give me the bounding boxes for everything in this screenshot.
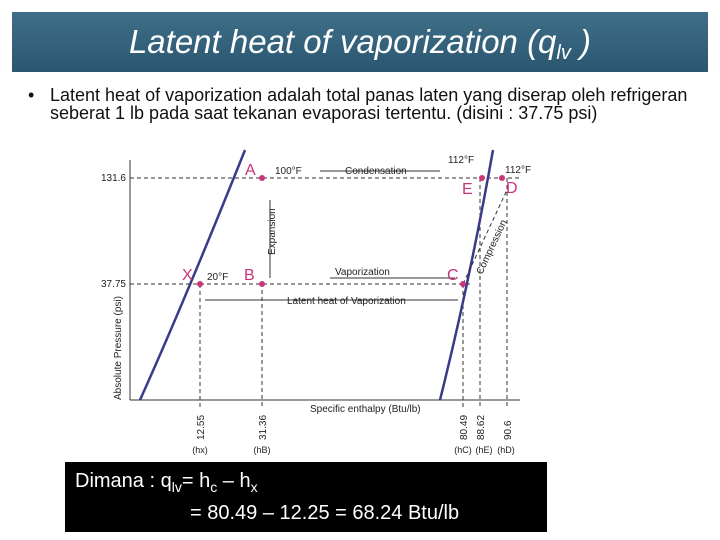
enthalpy-label: 80.49 [459,415,470,440]
point-label: D [506,180,518,197]
point [259,281,265,287]
annotation: 112°F [448,155,474,166]
enthalpy-symbol: (hD) [497,445,515,455]
bullet: • Latent heat of vaporization adalah tota… [28,86,698,122]
point [197,281,203,287]
pressure-label: 37.75 [101,279,126,290]
title-sub: lv [556,42,571,64]
point-label: C [447,267,459,284]
point-label: X [182,267,193,284]
enthalpy-label: 12.55 [196,415,207,440]
annotation: 112°F [505,165,531,176]
point-label: A [245,162,256,179]
point [259,175,265,181]
point [460,281,466,287]
formula-text: – h [217,470,251,492]
y-axis-label: Absolute Pressure (psi) [113,296,124,400]
annotation: 100°F [275,166,302,177]
annotation: Condensation [345,166,407,177]
annotation: Expansion [267,208,278,255]
liquid-line [138,149,247,401]
enthalpy-symbol: (hE) [475,445,492,455]
x-axis-label: Specific enthalpy (Btu/lb) [310,404,421,415]
title: Latent heat of vaporization (q [128,23,557,60]
point-label: E [462,181,473,198]
enthalpy-symbol: (hB) [253,445,270,455]
pressure-label: 131.6 [101,173,126,184]
formula-line: = 80.49 – 12.25 = 68.24 Btu/lb [190,502,460,524]
formula-line: Dimana : qlv= hc – hx [75,470,258,495]
formula-sub: lv [171,479,182,495]
formula-text: Dimana : q [75,470,172,492]
enthalpy-label: 88.62 [476,415,487,440]
point [499,175,505,181]
title-end: ) [570,23,592,60]
vapor-line [438,149,495,401]
title-bar: Latent heat of vaporization (qlv ) [12,12,708,72]
compression-line [462,189,508,285]
point-label: B [244,267,255,284]
bullet-text: Latent heat of vaporization adalah total… [50,85,688,123]
formula-sub: x [250,479,258,495]
enthalpy-label: 90.6 [503,420,514,440]
formula-sub: c [210,479,218,495]
annotation: 20°F [207,272,228,283]
formula-box: Dimana : qlv= hc – hx = 80.49 – 12.25 = … [65,462,547,532]
formula-text: = h [181,470,211,492]
point [479,175,485,181]
enthalpy-symbol: (hC) [454,445,472,455]
annotation: Latent heat of Vaporization [287,296,406,307]
enthalpy-label: 31.36 [258,415,269,440]
annotation: Vaporization [335,267,390,278]
enthalpy-symbol: (hx) [192,445,208,455]
